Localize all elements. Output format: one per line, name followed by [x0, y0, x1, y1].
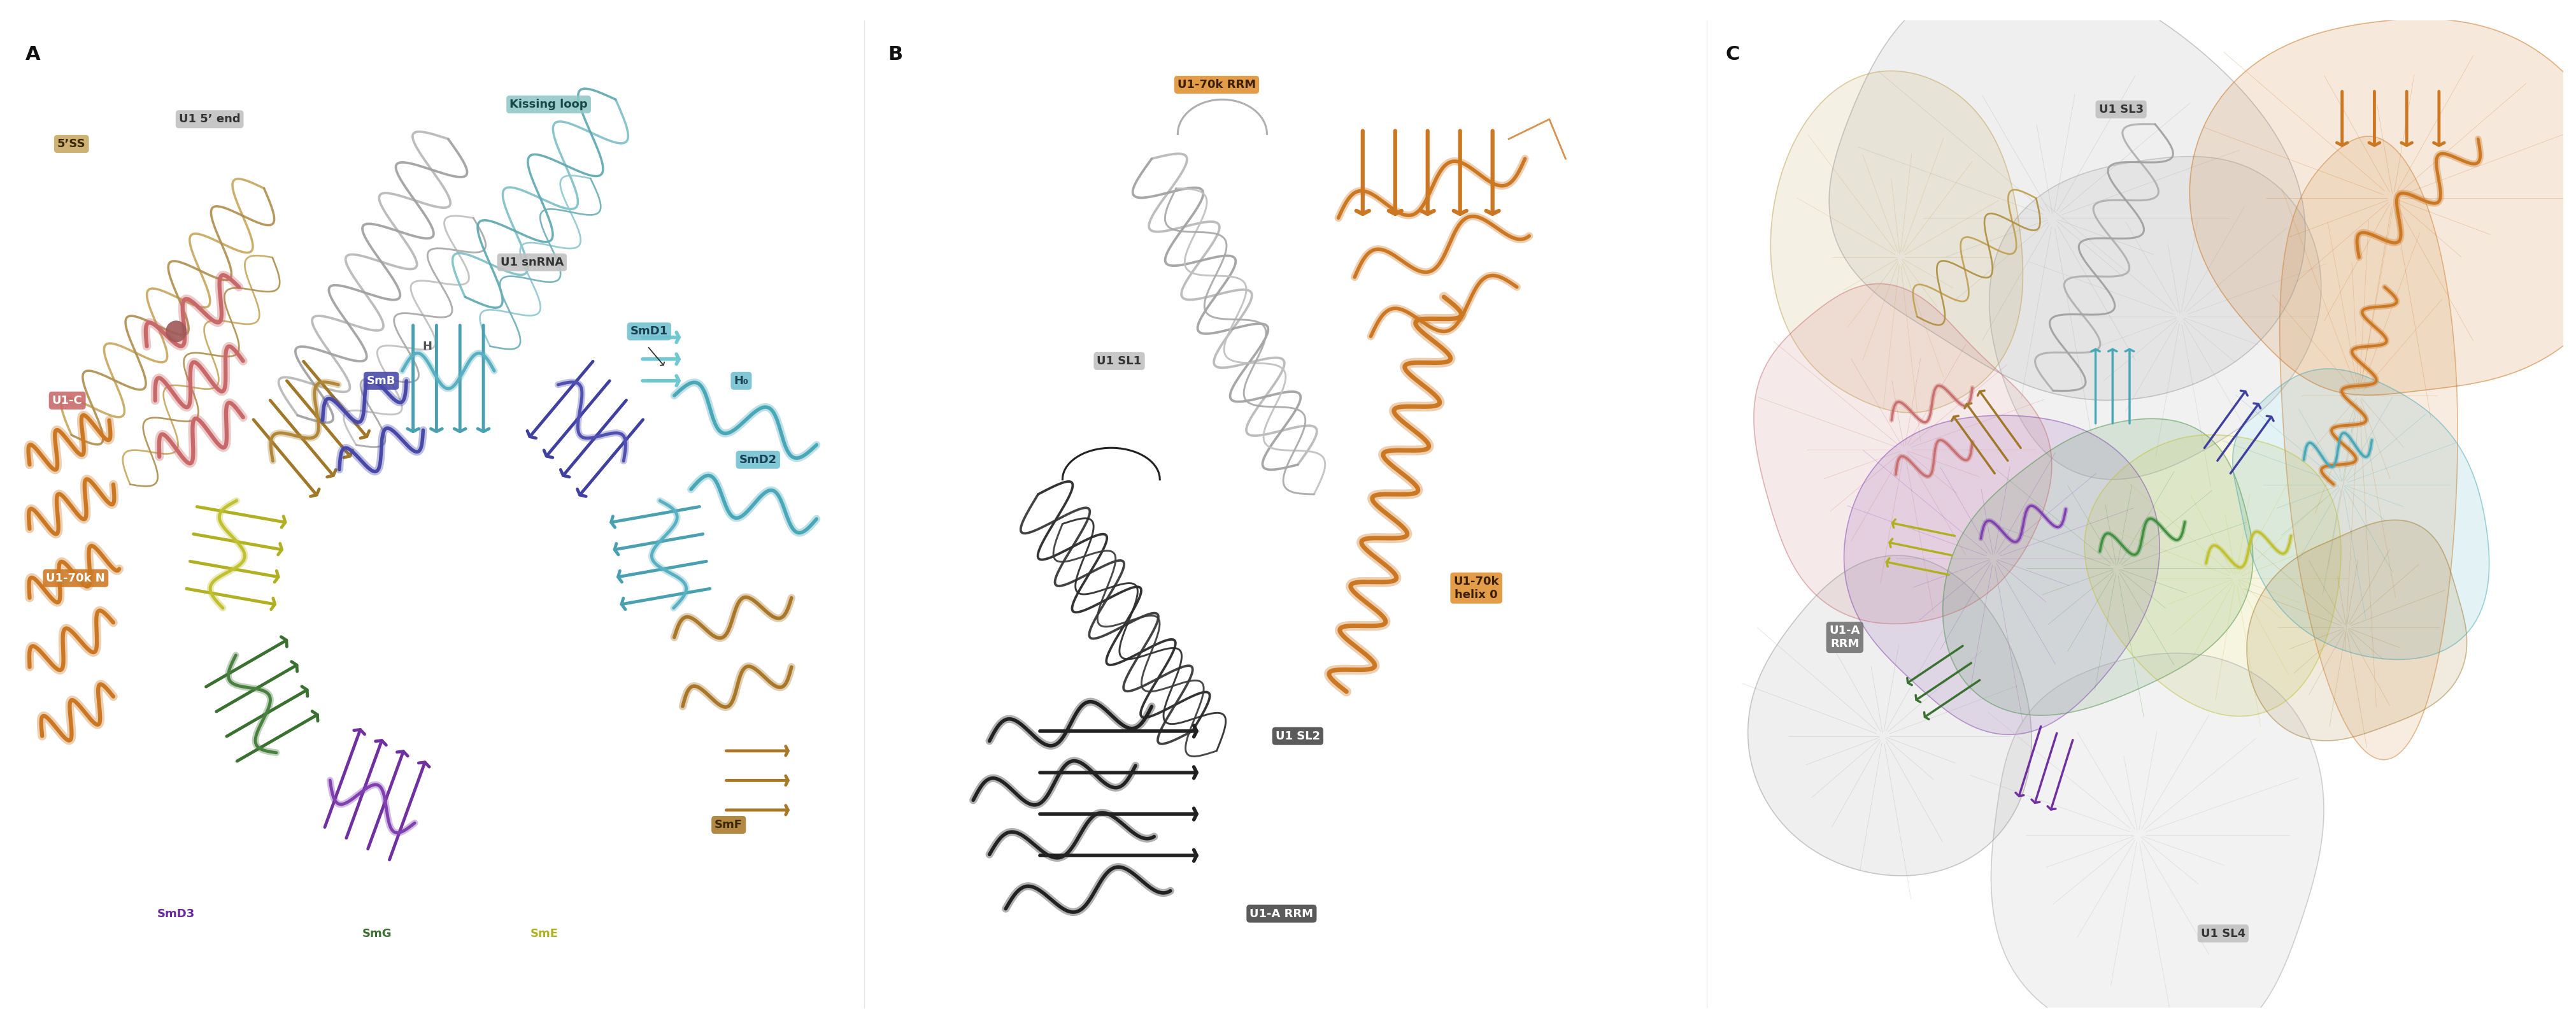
Text: Kissing loop: Kissing loop	[510, 99, 587, 110]
Text: U1-70k N: U1-70k N	[46, 573, 106, 584]
Text: 5’SS: 5’SS	[57, 138, 85, 150]
Polygon shape	[1770, 71, 2022, 412]
Polygon shape	[2280, 137, 2458, 760]
Text: C: C	[1726, 45, 1739, 64]
Text: SmD1: SmD1	[631, 326, 667, 337]
Text: U1 SL1: U1 SL1	[1097, 356, 1141, 367]
Text: U1 5’ end: U1 5’ end	[178, 113, 240, 125]
Text: H₀: H₀	[734, 375, 750, 387]
Text: SmG: SmG	[363, 927, 392, 940]
Text: U1-A RRM: U1-A RRM	[1249, 908, 1314, 919]
Ellipse shape	[165, 321, 185, 342]
Text: SmB: SmB	[366, 375, 397, 387]
Text: A: A	[26, 45, 41, 64]
Text: SmF: SmF	[714, 819, 742, 831]
Polygon shape	[2190, 19, 2576, 395]
Text: SmE: SmE	[531, 927, 559, 940]
Text: U1 SL2: U1 SL2	[1275, 730, 1319, 742]
Text: U1-C: U1-C	[52, 395, 82, 406]
Text: U1 SL4: U1 SL4	[2200, 927, 2246, 940]
Text: U1 snRNA: U1 snRNA	[500, 257, 564, 268]
Polygon shape	[1942, 418, 2254, 715]
Text: SmD2: SmD2	[739, 454, 778, 466]
Polygon shape	[1829, 0, 2306, 400]
Polygon shape	[1989, 156, 2321, 479]
Text: U1-70k
helix 0: U1-70k helix 0	[1453, 576, 1499, 600]
Text: B: B	[889, 45, 902, 64]
Polygon shape	[1991, 653, 2324, 1028]
Polygon shape	[2084, 435, 2342, 717]
Text: U1-A
RRM: U1-A RRM	[1829, 625, 1860, 650]
Text: SmD3: SmD3	[157, 908, 196, 919]
Text: H: H	[422, 340, 433, 352]
Polygon shape	[1754, 284, 2050, 624]
Polygon shape	[1749, 555, 2032, 876]
Polygon shape	[2233, 369, 2488, 660]
Text: U1-70k RRM: U1-70k RRM	[1177, 79, 1257, 90]
Polygon shape	[1844, 415, 2159, 735]
Text: U1 SL3: U1 SL3	[2099, 104, 2143, 115]
Polygon shape	[2246, 520, 2468, 741]
